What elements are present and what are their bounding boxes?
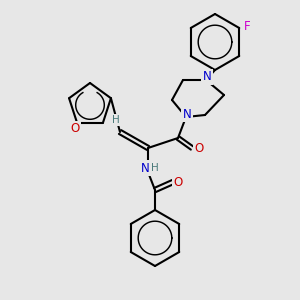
Text: O: O — [70, 122, 80, 135]
Text: F: F — [244, 20, 250, 32]
Text: O: O — [173, 176, 183, 188]
Text: O: O — [194, 142, 204, 154]
Text: N: N — [183, 107, 191, 121]
Text: H: H — [151, 163, 159, 173]
Text: N: N — [202, 70, 211, 83]
Text: H: H — [112, 115, 120, 125]
Text: N: N — [141, 161, 149, 175]
